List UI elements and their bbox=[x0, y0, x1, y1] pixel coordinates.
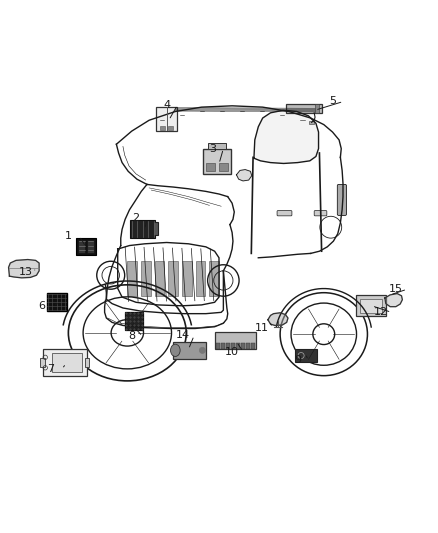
Polygon shape bbox=[9, 260, 39, 278]
Circle shape bbox=[199, 348, 205, 353]
Bar bbox=[237, 343, 240, 349]
FancyBboxPatch shape bbox=[43, 349, 87, 376]
FancyBboxPatch shape bbox=[286, 104, 322, 113]
FancyBboxPatch shape bbox=[356, 295, 386, 316]
FancyBboxPatch shape bbox=[46, 293, 67, 311]
FancyBboxPatch shape bbox=[337, 184, 346, 215]
Text: 11: 11 bbox=[255, 322, 269, 333]
FancyBboxPatch shape bbox=[156, 107, 177, 131]
Text: 10: 10 bbox=[225, 346, 239, 357]
Text: 12: 12 bbox=[374, 308, 388, 317]
FancyBboxPatch shape bbox=[208, 143, 226, 149]
FancyBboxPatch shape bbox=[130, 220, 155, 238]
Polygon shape bbox=[237, 169, 252, 181]
FancyBboxPatch shape bbox=[314, 211, 327, 216]
Text: 6: 6 bbox=[39, 301, 46, 311]
Bar bbox=[309, 120, 314, 124]
Text: 4: 4 bbox=[163, 100, 170, 110]
FancyBboxPatch shape bbox=[360, 299, 382, 313]
Bar bbox=[221, 343, 225, 349]
FancyBboxPatch shape bbox=[277, 211, 292, 216]
Bar bbox=[182, 261, 192, 296]
Text: 14: 14 bbox=[176, 330, 190, 341]
FancyBboxPatch shape bbox=[52, 353, 82, 372]
FancyBboxPatch shape bbox=[85, 358, 89, 367]
Polygon shape bbox=[385, 294, 403, 306]
Text: 15: 15 bbox=[389, 284, 403, 294]
Bar bbox=[315, 104, 319, 113]
Bar bbox=[87, 240, 94, 253]
Text: 2: 2 bbox=[132, 214, 140, 223]
FancyBboxPatch shape bbox=[152, 222, 158, 235]
Text: 13: 13 bbox=[19, 266, 33, 277]
Bar bbox=[155, 261, 164, 296]
Bar bbox=[246, 343, 250, 349]
FancyBboxPatch shape bbox=[125, 312, 143, 330]
Bar bbox=[216, 343, 220, 349]
FancyBboxPatch shape bbox=[203, 149, 231, 174]
FancyBboxPatch shape bbox=[295, 350, 317, 362]
Bar bbox=[241, 343, 245, 349]
Ellipse shape bbox=[170, 344, 180, 357]
Bar bbox=[127, 261, 137, 296]
Text: 1: 1 bbox=[65, 231, 72, 241]
Text: 7: 7 bbox=[47, 364, 54, 374]
FancyBboxPatch shape bbox=[215, 333, 256, 349]
Bar bbox=[196, 261, 205, 296]
Bar bbox=[209, 261, 219, 296]
Text: 3: 3 bbox=[209, 143, 216, 154]
Bar bbox=[231, 343, 235, 349]
Bar bbox=[206, 163, 215, 171]
Text: 9: 9 bbox=[294, 356, 301, 365]
Bar bbox=[251, 343, 255, 349]
Bar bbox=[78, 240, 85, 253]
FancyBboxPatch shape bbox=[76, 238, 95, 255]
Text: 8: 8 bbox=[128, 332, 135, 341]
Bar bbox=[219, 163, 228, 171]
Polygon shape bbox=[254, 110, 318, 164]
FancyBboxPatch shape bbox=[173, 342, 206, 359]
Bar bbox=[168, 261, 178, 296]
Bar bbox=[168, 126, 173, 130]
Bar bbox=[226, 343, 230, 349]
Text: 5: 5 bbox=[329, 96, 336, 107]
Bar bbox=[141, 261, 151, 296]
Polygon shape bbox=[268, 313, 288, 326]
Bar bbox=[160, 126, 165, 130]
FancyBboxPatch shape bbox=[40, 358, 45, 367]
